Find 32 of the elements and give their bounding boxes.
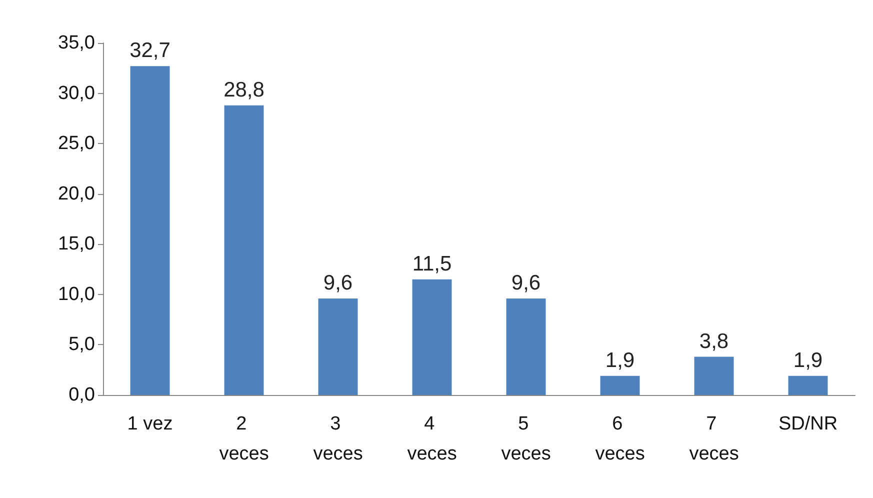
bar — [600, 376, 640, 395]
bar — [506, 298, 546, 395]
y-tick-label: 10,0 — [58, 284, 95, 305]
y-tick-label: 35,0 — [58, 32, 95, 54]
y-tick-label: 15,0 — [58, 234, 95, 255]
bar — [224, 105, 264, 395]
x-tick-label: SD/NR — [778, 414, 838, 434]
x-tick-label: 7 veces — [689, 414, 739, 464]
data-label: 1,9 — [605, 348, 635, 372]
data-label: 9,6 — [511, 271, 541, 294]
y-tick-label: 5,0 — [68, 334, 95, 356]
data-label: 11,5 — [412, 252, 452, 276]
bar — [694, 356, 734, 395]
bar — [130, 66, 170, 395]
bar — [412, 279, 452, 395]
x-tick-label: 3 veces — [313, 414, 363, 464]
bar — [318, 298, 358, 395]
data-label: 32,7 — [130, 39, 170, 62]
data-label: 3,8 — [699, 330, 729, 353]
y-tick-label: 20,0 — [58, 183, 95, 204]
data-label: 1,9 — [793, 348, 823, 372]
y-tick-label: 30,0 — [58, 82, 95, 104]
data-label: 28,8 — [224, 78, 264, 102]
y-tick-label: 0,0 — [68, 384, 95, 406]
y-tick-label: 25,0 — [58, 133, 95, 154]
bar — [788, 376, 828, 395]
x-tick-label: 4 veces — [407, 414, 457, 464]
x-tick-label: 5 veces — [501, 414, 551, 464]
x-tick-label: 1 vez — [127, 414, 173, 434]
data-label: 9,6 — [323, 271, 353, 294]
x-tick-label: 6 veces — [595, 414, 645, 464]
x-tick-label: 2 veces — [219, 414, 269, 464]
